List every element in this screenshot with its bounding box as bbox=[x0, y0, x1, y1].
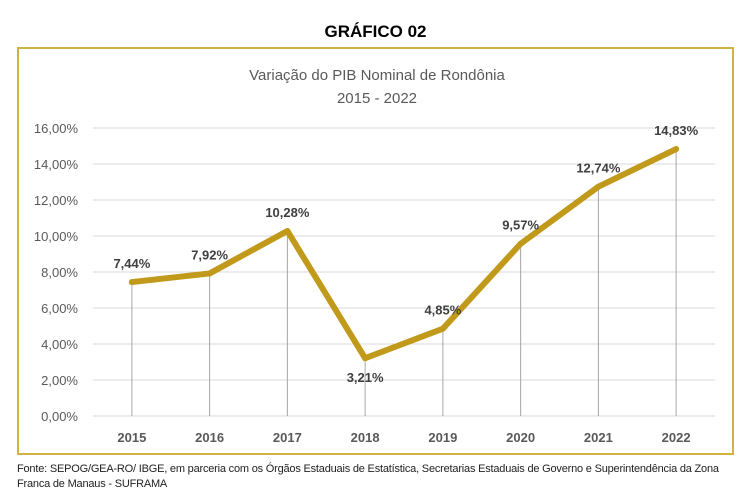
x-tick-label: 2019 bbox=[428, 430, 457, 445]
chart-title: Variação do PIB Nominal de Rondônia bbox=[249, 67, 505, 84]
x-tick-label: 2018 bbox=[351, 430, 380, 445]
x-tick-label: 2022 bbox=[662, 430, 691, 445]
data-label: 7,92% bbox=[191, 247, 228, 262]
y-tick-label: 12,00% bbox=[34, 193, 79, 208]
chart-frame bbox=[17, 47, 734, 455]
y-tick-label: 8,00% bbox=[41, 265, 78, 280]
data-point bbox=[284, 227, 291, 234]
data-label: 12,74% bbox=[576, 161, 621, 176]
source-note: Fonte: SEPOG/GEA-RO/ IBGE, em parceria c… bbox=[17, 463, 719, 490]
x-tick-label: 2017 bbox=[273, 430, 302, 445]
y-tick-label: 0,00% bbox=[41, 409, 78, 424]
data-point bbox=[128, 279, 135, 286]
data-label: 9,57% bbox=[502, 218, 539, 233]
x-tick-label: 2016 bbox=[195, 430, 224, 445]
data-point bbox=[362, 355, 369, 362]
data-point bbox=[206, 270, 213, 277]
data-point bbox=[673, 146, 680, 153]
figure-heading: GRÁFICO 02 bbox=[324, 22, 427, 41]
chart-subtitle: 2015 - 2022 bbox=[337, 90, 417, 107]
y-tick-label: 14,00% bbox=[34, 157, 79, 172]
data-label: 7,44% bbox=[113, 256, 150, 271]
data-label: 4,85% bbox=[424, 303, 461, 318]
x-tick-label: 2015 bbox=[117, 430, 146, 445]
x-tick-label: 2020 bbox=[506, 430, 535, 445]
data-point bbox=[595, 183, 602, 190]
y-tick-label: 4,00% bbox=[41, 337, 78, 352]
y-tick-label: 16,00% bbox=[34, 121, 79, 136]
y-tick-label: 10,00% bbox=[34, 229, 79, 244]
data-point bbox=[517, 240, 524, 247]
series-line bbox=[128, 146, 680, 362]
data-point bbox=[439, 325, 446, 332]
y-tick-label: 6,00% bbox=[41, 301, 78, 316]
data-label: 14,83% bbox=[654, 123, 699, 138]
y-tick-label: 2,00% bbox=[41, 373, 78, 388]
data-label: 3,21% bbox=[347, 370, 384, 385]
data-label: 10,28% bbox=[265, 205, 310, 220]
x-tick-label: 2021 bbox=[584, 430, 613, 445]
